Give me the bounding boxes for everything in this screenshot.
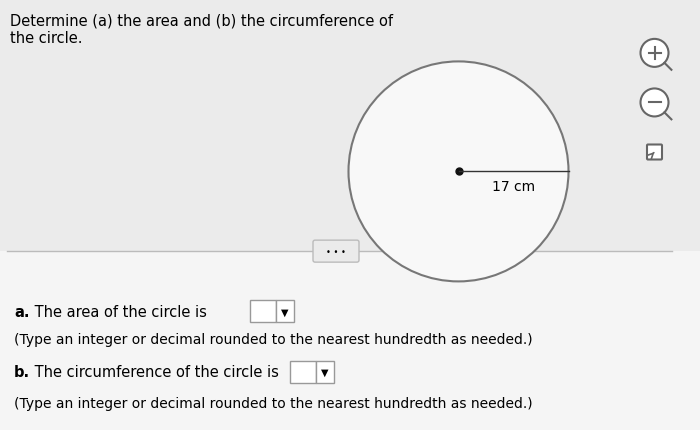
Text: (Type an integer or decimal rounded to the nearest hundredth as needed.): (Type an integer or decimal rounded to t… — [14, 396, 533, 410]
FancyBboxPatch shape — [313, 240, 359, 263]
Text: The area of the circle is: The area of the circle is — [30, 304, 207, 319]
Text: Determine (a) the area and (b) the circumference of
the circle.: Determine (a) the area and (b) the circu… — [10, 14, 393, 46]
Bar — [276, 301, 294, 323]
Circle shape — [349, 62, 568, 282]
Text: (Type an integer or decimal rounded to the nearest hundredth as needed.): (Type an integer or decimal rounded to t… — [14, 333, 533, 347]
Bar — [0, 0, 700, 252]
Bar — [250, 301, 276, 323]
Text: 17 cm: 17 cm — [492, 180, 535, 194]
Text: b.: b. — [14, 365, 30, 379]
Text: a.: a. — [14, 304, 29, 319]
Bar — [290, 361, 316, 383]
Circle shape — [640, 89, 668, 117]
Bar — [316, 361, 334, 383]
Text: • • •: • • • — [326, 247, 346, 256]
Text: ▼: ▼ — [281, 307, 288, 317]
Text: The circumference of the circle is: The circumference of the circle is — [30, 365, 279, 379]
Circle shape — [640, 40, 668, 68]
Text: ▼: ▼ — [321, 367, 329, 377]
FancyBboxPatch shape — [647, 145, 662, 160]
Bar — [0, 252, 700, 430]
